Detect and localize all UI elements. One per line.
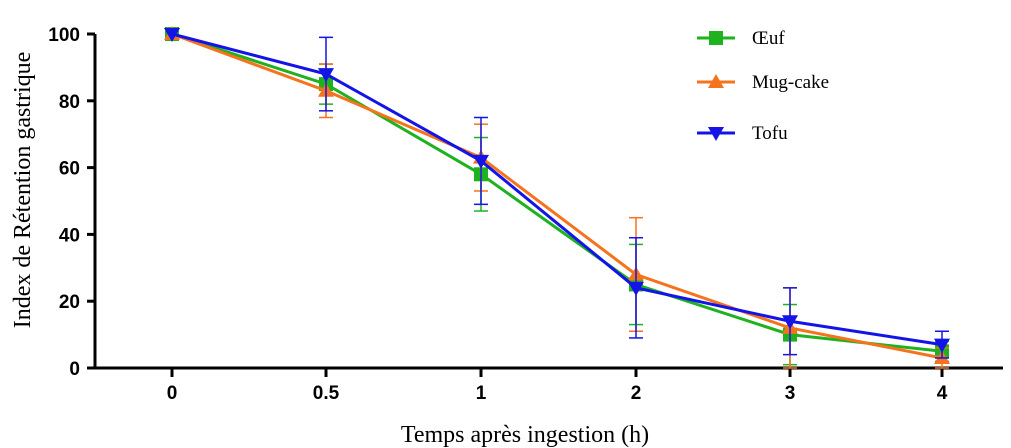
data-point (934, 338, 950, 353)
legend-item: Mug-cake (697, 72, 829, 93)
x-ticks: 0 0.5 1 2 3 4 (167, 368, 948, 404)
legend-marker (708, 127, 724, 141)
series-line (171, 32, 943, 353)
y-tick-label: 0 (69, 359, 80, 380)
data-point (782, 315, 798, 330)
x-tick-label: 0.5 (313, 383, 340, 404)
legend-marker (709, 31, 723, 45)
x-tick-label: 0 (167, 383, 178, 404)
legend-marker (708, 74, 724, 88)
series-layer (164, 26, 950, 369)
series-line (171, 32, 943, 347)
legend: Œuf Mug-cake Tofu (697, 28, 829, 144)
x-tick-label: 1 (476, 383, 487, 404)
legend-item: Œuf (697, 28, 785, 49)
y-tick-label: 80 (59, 92, 80, 113)
y-ticks: 0 20 40 60 80 100 (48, 25, 95, 380)
legend-label: Mug-cake (752, 72, 829, 93)
legend-item: Tofu (697, 123, 788, 144)
series-line (171, 32, 943, 360)
x-tick-label: 2 (631, 383, 642, 404)
series-1 (164, 26, 950, 369)
x-tick-label: 3 (785, 383, 796, 404)
y-tick-label: 40 (59, 225, 80, 246)
x-axis-label: Temps après ingestion (h) (401, 422, 649, 448)
y-tick-label: 60 (59, 159, 80, 180)
legend-label: Œuf (752, 28, 785, 49)
data-point (628, 281, 644, 296)
data-point (473, 154, 489, 169)
series-0 (165, 27, 949, 366)
series-2 (164, 28, 950, 359)
data-point (164, 28, 180, 42)
axes (93, 34, 1003, 370)
x-tick-label: 4 (937, 383, 948, 404)
y-tick-label: 20 (59, 292, 80, 313)
y-axis-label: Index de Rétention gastrique (10, 52, 36, 329)
legend-label: Tofu (752, 123, 788, 144)
y-tick-label: 100 (48, 25, 80, 46)
data-point (318, 68, 334, 83)
